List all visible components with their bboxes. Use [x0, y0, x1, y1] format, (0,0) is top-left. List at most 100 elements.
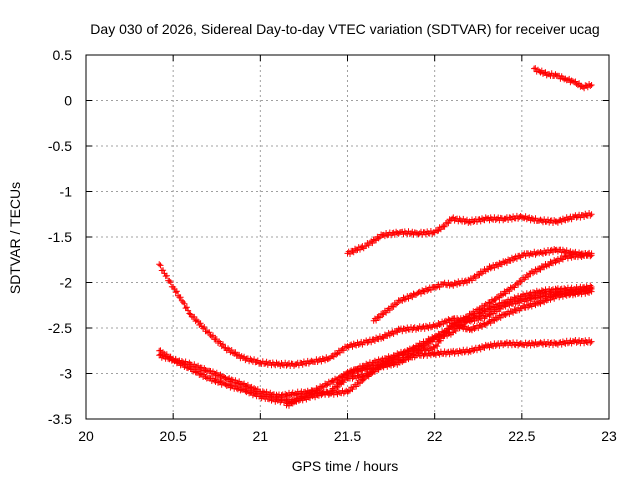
x-tick-label: 21 — [253, 428, 269, 444]
series-track-8 — [531, 65, 595, 92]
trace-marks — [432, 281, 446, 291]
series-trace-track-7 — [345, 210, 594, 257]
y-tick-label: -2 — [60, 275, 73, 291]
trace-marks — [441, 216, 454, 230]
series-track-7 — [344, 210, 595, 257]
series-trace-track-6 — [371, 246, 594, 324]
trace-marks — [171, 285, 184, 301]
x-tick-label: 21.5 — [334, 428, 361, 444]
trace-marks — [511, 270, 533, 291]
trace-marks — [223, 381, 245, 394]
trace-marks — [310, 354, 332, 365]
series-track-5 — [335, 337, 595, 386]
y-tick-label: -1 — [60, 184, 73, 200]
x-axis-label: GPS time / hours — [292, 458, 399, 474]
y-tick-label: -0.5 — [48, 138, 72, 154]
series-trace-track-3 — [157, 287, 594, 406]
plot-frame — [85, 54, 610, 420]
series-track-3 — [156, 287, 595, 406]
trace-marks — [380, 297, 402, 318]
trace-marks — [345, 364, 367, 377]
trace-marks — [581, 81, 594, 92]
x-tick-label: 22.5 — [508, 428, 535, 444]
trace-marks — [537, 216, 559, 226]
trace-marks — [485, 299, 507, 313]
x-tick-label: 23 — [601, 428, 617, 444]
trace-marks — [502, 292, 524, 307]
trace-marks — [241, 385, 263, 400]
trace-marks — [450, 214, 472, 226]
trace-marks — [398, 290, 419, 304]
trace-marks — [319, 375, 341, 391]
trace-marks — [157, 262, 167, 274]
trace-marks — [493, 284, 515, 301]
trace-marks — [310, 388, 332, 401]
trace-marks — [485, 340, 507, 351]
trace-marks — [223, 375, 245, 388]
trace-marks — [363, 333, 385, 346]
x-tick-label: 20 — [78, 428, 94, 444]
trace-marks — [502, 212, 524, 223]
y-tick-label: -1.5 — [48, 229, 72, 245]
trace-marks — [485, 258, 507, 273]
trace-marks — [276, 389, 297, 401]
trace-marks — [380, 356, 402, 368]
trace-marks — [406, 338, 428, 354]
trace-marks — [171, 356, 193, 372]
trace-marks — [537, 67, 550, 79]
x-tick-label: 22 — [427, 428, 443, 444]
trace-marks — [328, 343, 350, 360]
trace-marks — [528, 261, 550, 277]
trace-marks — [572, 337, 594, 347]
trace-marks — [467, 341, 489, 355]
chart-title: Day 030 of 2026, Sidereal Day-to-day VTE… — [90, 21, 599, 37]
trace-marks — [554, 289, 576, 301]
trace-marks — [415, 228, 437, 238]
trace-marks — [398, 228, 419, 238]
trace-marks — [389, 347, 411, 362]
trace-marks — [345, 243, 367, 257]
x-tick-label: 20.5 — [160, 428, 187, 444]
trace-marks — [415, 321, 437, 332]
series-trace-track-5 — [337, 337, 594, 385]
trace-marks — [258, 388, 280, 401]
trace-marks — [572, 282, 594, 293]
trace-marks — [572, 287, 594, 298]
trace-marks — [162, 272, 175, 290]
trace-marks — [258, 358, 280, 369]
series-track-6 — [370, 246, 595, 324]
trace-marks — [188, 313, 210, 335]
trace-marks — [415, 349, 437, 359]
trace-marks — [572, 210, 594, 221]
trace-marks — [380, 228, 402, 240]
series-trace-track-8 — [532, 65, 594, 92]
trace-marks — [554, 213, 576, 226]
trace-marks — [554, 72, 568, 83]
trace-marks — [206, 375, 228, 388]
data-point — [531, 65, 538, 72]
trace-marks — [424, 328, 446, 346]
y-tick-label: 0 — [64, 93, 72, 109]
trace-marks — [450, 276, 472, 289]
trace-marks — [415, 284, 437, 297]
y-tick-label: -2.5 — [48, 320, 72, 336]
trace-marks — [337, 370, 350, 385]
trace-marks — [467, 266, 489, 284]
trace-marks — [206, 367, 228, 382]
trace-marks — [476, 296, 498, 313]
trace-marks — [485, 311, 507, 327]
trace-marks — [241, 380, 263, 395]
y-tick-label: -3 — [60, 366, 73, 382]
trace-marks — [520, 250, 533, 259]
y-axis-label: SDTVAR / TECUs — [7, 182, 23, 294]
trace-marks — [432, 316, 454, 330]
grid-layer — [86, 55, 609, 419]
y-tick-label: 0.5 — [53, 47, 73, 63]
trace-marks — [520, 298, 541, 311]
trace-marks — [302, 383, 324, 400]
trace-marks — [241, 353, 263, 367]
trace-marks — [537, 285, 559, 297]
trace-marks — [450, 346, 472, 357]
tick-layer: 20 20.5 21 21.5 22 22.5 23 0.5 0 -0.5 -1 -1.5 -2 -2.5… — [48, 47, 617, 444]
